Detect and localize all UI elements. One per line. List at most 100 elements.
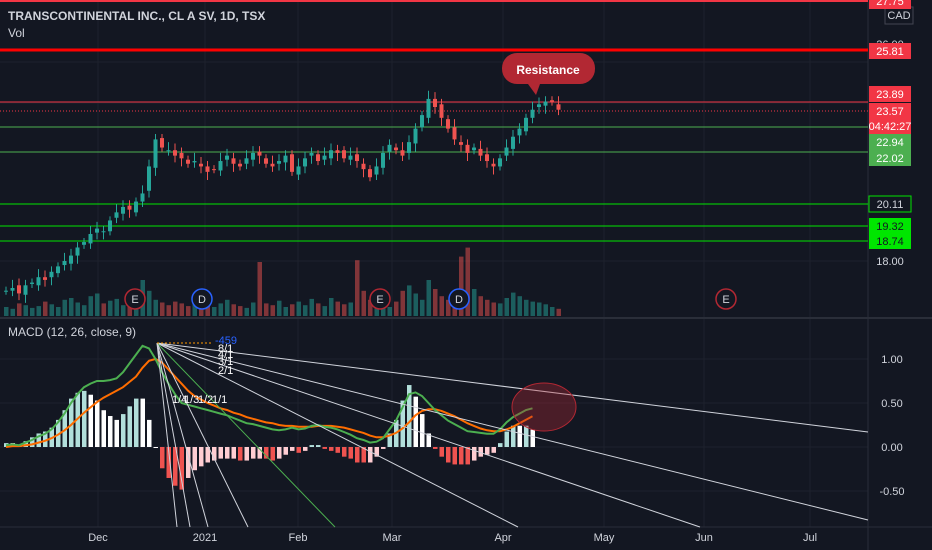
currency-label: CAD [887,10,910,22]
price-label-bg [869,218,911,234]
candle-body [322,155,327,160]
candle-body [95,228,99,233]
price-label-bg [869,86,911,102]
price-label: 25.81 [869,43,911,59]
candle-body [400,150,405,156]
candle-body [309,152,314,156]
price-label: 18.74 [869,233,911,249]
macd-histogram-bar [69,398,74,447]
price-label-bg [869,233,911,249]
volume-bar [244,307,249,316]
event-marker-earnings[interactable]: E [124,288,146,310]
macd-histogram-bar [192,447,197,471]
volume-bar [550,307,555,316]
volume-bar [179,303,184,316]
candle-body [212,169,216,171]
macd-histogram-bar [524,425,529,447]
fan-line-6 [156,342,209,528]
macd-pane [4,344,535,490]
fan-line-2 [156,342,701,528]
time-axis-label: Mar [383,532,402,544]
candle-body [459,142,463,145]
macd-axis-tick: 0.00 [881,442,902,454]
volume-bar [485,299,490,316]
fan-line-1 [156,342,869,521]
candle-body [225,155,229,160]
macd-histogram-bar [381,447,386,449]
candle-body [504,147,509,156]
time-axis-label: Feb [289,532,308,544]
volume-bar [335,301,340,316]
macd-histogram-bar [329,447,334,451]
macd-histogram-bar [426,433,431,447]
volume-bar [205,305,210,316]
volume-bar [56,307,61,316]
macd-histogram-bar [134,398,139,447]
macd-highlight-ellipse[interactable] [511,382,577,432]
candle-body [511,136,515,149]
candle-body [355,154,359,162]
macd-histogram-bar [530,429,535,447]
candle-body [218,161,223,171]
candle-body [498,158,502,167]
candle-body [179,152,184,159]
candle-body [296,166,301,175]
macd-histogram-bar [179,447,184,490]
macd-histogram-bar [166,447,171,478]
candle-body [433,98,437,108]
candle-body [166,150,171,152]
candle-body [413,128,418,144]
volume-bar [394,301,399,316]
volume-bar [23,305,28,316]
event-marker-earnings[interactable]: E [369,288,391,310]
volume-bar [498,303,503,316]
volume-bar [374,303,379,316]
volume-bar [17,303,22,316]
volume-bar [153,299,158,316]
volume-bar [472,289,477,316]
candle-body [290,154,294,172]
macd-histogram-bar [374,447,379,457]
volume-bar [342,304,347,316]
fan-label: 4/1 [218,349,233,361]
macd-histogram-bar [43,431,48,447]
candle-body [88,233,93,244]
price-label-bg [869,118,911,134]
price-label: 19.32 [869,218,911,234]
volume-bar [329,298,334,316]
volume-bar [4,307,9,316]
macd-histogram-bar [296,447,301,453]
volume-bar [459,256,464,316]
price-label-text: 18.00 [876,256,904,268]
resistance-callout[interactable]: Resistance [502,53,595,95]
macd-histogram-bar [459,447,464,465]
candle-body [348,155,353,160]
volume-bar [283,307,288,316]
volume-bar [147,290,152,316]
volume-bar [75,302,80,316]
candle-body [173,150,177,156]
horizontal-levels[interactable] [0,0,868,242]
event-marker-dividend[interactable]: D [191,288,213,310]
volume-bar [309,298,314,316]
price-label-text: 19.32 [876,221,904,233]
macd-histogram-bar [199,447,204,467]
time-axis-label: Jul [803,532,817,544]
volume-bar [238,306,243,316]
event-marker-dividend[interactable]: D [448,288,470,310]
candle-body [537,104,541,108]
macd-histogram-bar [361,447,366,463]
event-marker-earnings[interactable]: E [715,288,737,310]
volume-bar [296,301,301,316]
macd-axis-labels: 1.00 0.50 0.00 -0.50 [879,354,904,498]
volume-bar [543,304,548,316]
macd-histogram-bar [491,447,496,453]
macd-histogram-bar [322,447,327,449]
volume-bar [82,305,87,316]
price-label: 27.75 [869,0,911,9]
price-label-text: 22.02 [876,153,904,165]
macd-histogram-bar [30,437,35,447]
